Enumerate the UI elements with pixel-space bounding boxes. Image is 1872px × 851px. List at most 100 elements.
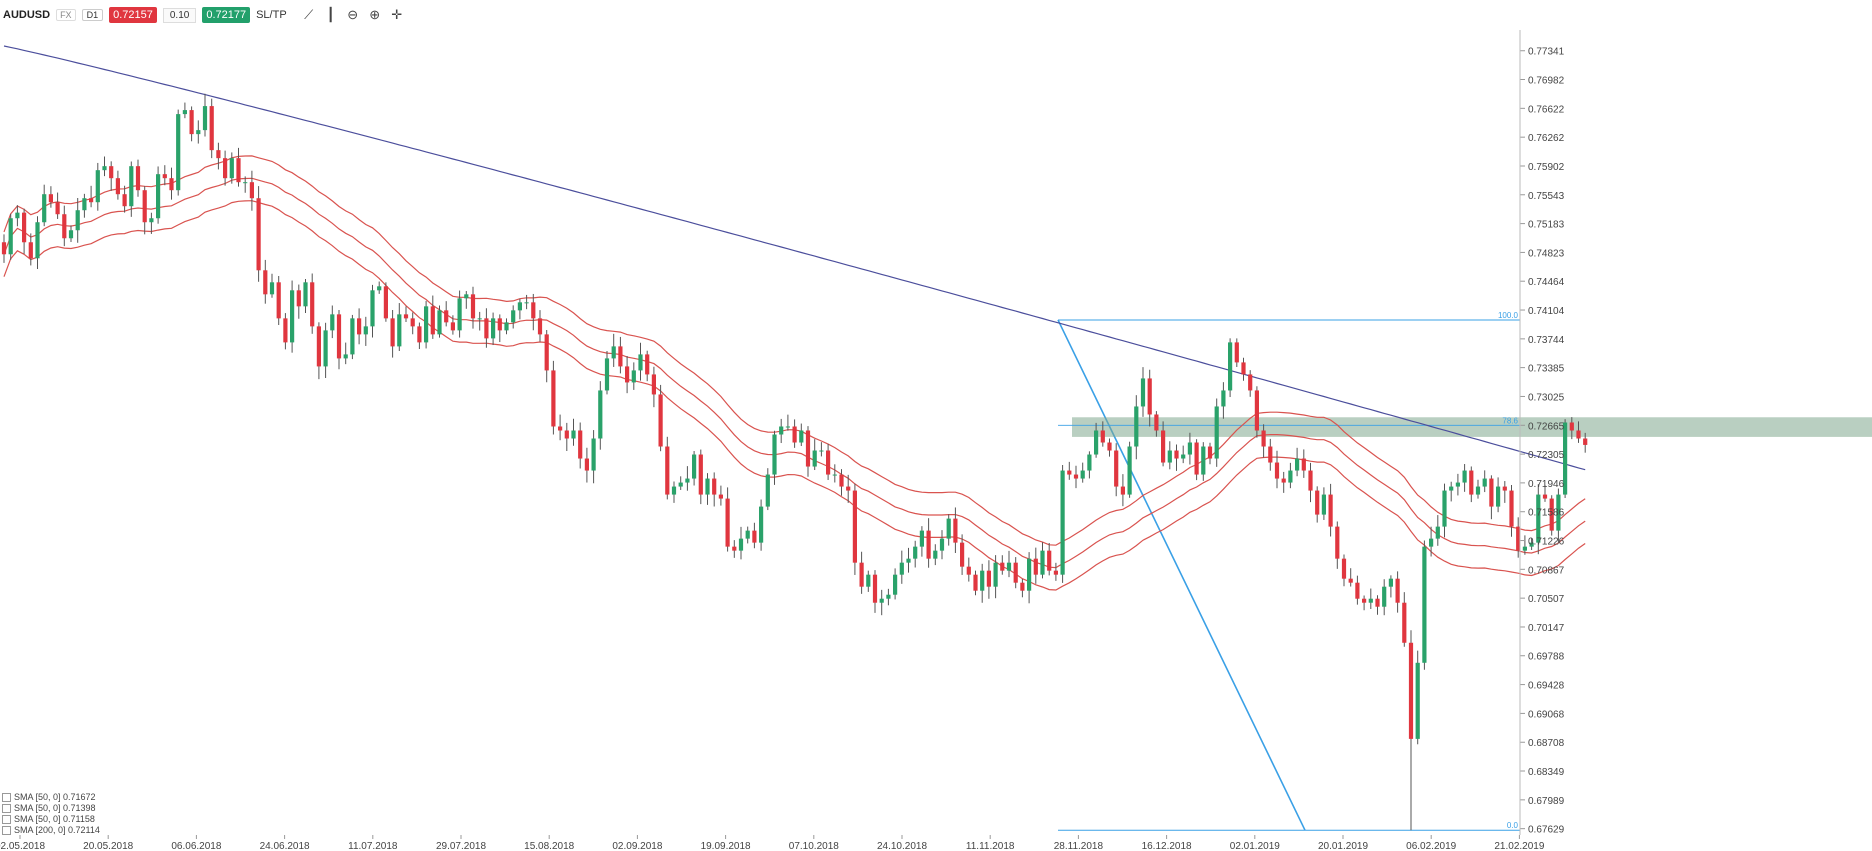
- candle[interactable]: [1288, 462, 1293, 489]
- candle[interactable]: [1429, 526, 1434, 557]
- candle[interactable]: [1496, 477, 1501, 513]
- candle[interactable]: [68, 225, 74, 242]
- candle[interactable]: [765, 468, 770, 511]
- candle[interactable]: [1422, 540, 1427, 670]
- candle[interactable]: [732, 540, 737, 558]
- candle[interactable]: [135, 159, 141, 197]
- candle[interactable]: [1047, 542, 1052, 576]
- candle[interactable]: [1006, 550, 1012, 578]
- candle[interactable]: [1509, 485, 1514, 537]
- candle[interactable]: [1435, 515, 1440, 546]
- ma-lower-line[interactable]: [3, 200, 1586, 591]
- candle[interactable]: [196, 120, 201, 144]
- candle[interactable]: [1207, 442, 1213, 465]
- symbol-name[interactable]: AUDUSD: [3, 9, 51, 21]
- candle[interactable]: [1449, 481, 1454, 502]
- candle[interactable]: [323, 322, 328, 379]
- candle[interactable]: [1027, 552, 1032, 604]
- candle[interactable]: [1355, 575, 1360, 605]
- candle[interactable]: [1134, 395, 1139, 460]
- candle[interactable]: [551, 360, 556, 435]
- candle[interactable]: [1395, 571, 1400, 613]
- sell-price-button[interactable]: 0.72157: [109, 7, 157, 23]
- candle[interactable]: [805, 426, 811, 477]
- candle[interactable]: [129, 161, 134, 217]
- candle[interactable]: [638, 342, 643, 381]
- candle[interactable]: [598, 381, 603, 450]
- candle[interactable]: [973, 570, 978, 596]
- ma-middle-line[interactable]: [3, 177, 1586, 569]
- candle[interactable]: [142, 186, 147, 235]
- candle[interactable]: [558, 414, 563, 441]
- candle[interactable]: [604, 350, 610, 395]
- candle[interactable]: [22, 208, 27, 254]
- candle[interactable]: [1080, 462, 1085, 483]
- candle[interactable]: [1154, 411, 1159, 437]
- candle[interactable]: [1167, 441, 1172, 470]
- candle[interactable]: [1234, 338, 1239, 367]
- candle[interactable]: [1408, 630, 1414, 831]
- candle[interactable]: [671, 481, 677, 503]
- candle[interactable]: [618, 336, 623, 374]
- candle[interactable]: [1040, 542, 1045, 579]
- candle[interactable]: [1569, 417, 1574, 440]
- candle[interactable]: [1073, 465, 1079, 489]
- candle[interactable]: [75, 197, 80, 243]
- candle[interactable]: [1, 234, 7, 263]
- candle[interactable]: [156, 166, 161, 224]
- candle[interactable]: [665, 436, 670, 500]
- candle[interactable]: [1161, 421, 1166, 467]
- candle[interactable]: [1114, 443, 1119, 497]
- candle[interactable]: [1087, 451, 1092, 479]
- candle[interactable]: [336, 309, 342, 370]
- legend-item[interactable]: SMA [50, 0] 0.71672: [2, 792, 100, 803]
- candle[interactable]: [524, 294, 529, 310]
- candle[interactable]: [1254, 386, 1259, 438]
- candle[interactable]: [1462, 464, 1467, 492]
- candle[interactable]: [1469, 466, 1474, 503]
- candle[interactable]: [162, 165, 167, 186]
- candle[interactable]: [229, 152, 234, 184]
- candle[interactable]: [531, 293, 536, 331]
- candle[interactable]: [1261, 424, 1266, 458]
- candle[interactable]: [276, 275, 281, 325]
- candle[interactable]: [357, 308, 362, 345]
- candle[interactable]: [1489, 475, 1494, 520]
- candle[interactable]: [1388, 575, 1393, 598]
- legend-item[interactable]: SMA [200, 0] 0.72114: [2, 825, 100, 836]
- candle[interactable]: [584, 447, 589, 483]
- candle[interactable]: [1402, 592, 1407, 647]
- candle[interactable]: [1529, 538, 1534, 550]
- candle[interactable]: [316, 322, 321, 380]
- candle[interactable]: [685, 466, 690, 491]
- candles-icon[interactable]: ┃: [326, 7, 335, 22]
- candle[interactable]: [1140, 367, 1146, 417]
- zoom-out-icon[interactable]: ⊖: [347, 7, 359, 22]
- candle[interactable]: [1214, 398, 1219, 467]
- candle[interactable]: [1482, 470, 1487, 493]
- candle[interactable]: [377, 281, 382, 294]
- candle[interactable]: [1268, 438, 1273, 471]
- candle[interactable]: [1576, 421, 1581, 443]
- candle[interactable]: [491, 312, 496, 346]
- candle[interactable]: [879, 589, 884, 616]
- candle[interactable]: [410, 312, 415, 335]
- candle[interactable]: [886, 588, 891, 606]
- candle[interactable]: [269, 273, 275, 298]
- candle[interactable]: [256, 186, 261, 282]
- candle[interactable]: [484, 308, 489, 348]
- candle[interactable]: [517, 298, 522, 320]
- candle[interactable]: [176, 109, 181, 196]
- candle[interactable]: [263, 259, 268, 304]
- candle[interactable]: [1328, 483, 1333, 537]
- timeframe-selector[interactable]: D1: [81, 9, 104, 21]
- candle[interactable]: [1281, 471, 1286, 493]
- candle[interactable]: [55, 192, 60, 219]
- candle[interactable]: [444, 301, 449, 327]
- candle[interactable]: [812, 439, 817, 471]
- candle[interactable]: [544, 330, 549, 383]
- candle[interactable]: [477, 311, 482, 331]
- candle[interactable]: [1375, 595, 1380, 615]
- candle[interactable]: [1341, 554, 1347, 587]
- candle[interactable]: [718, 485, 723, 506]
